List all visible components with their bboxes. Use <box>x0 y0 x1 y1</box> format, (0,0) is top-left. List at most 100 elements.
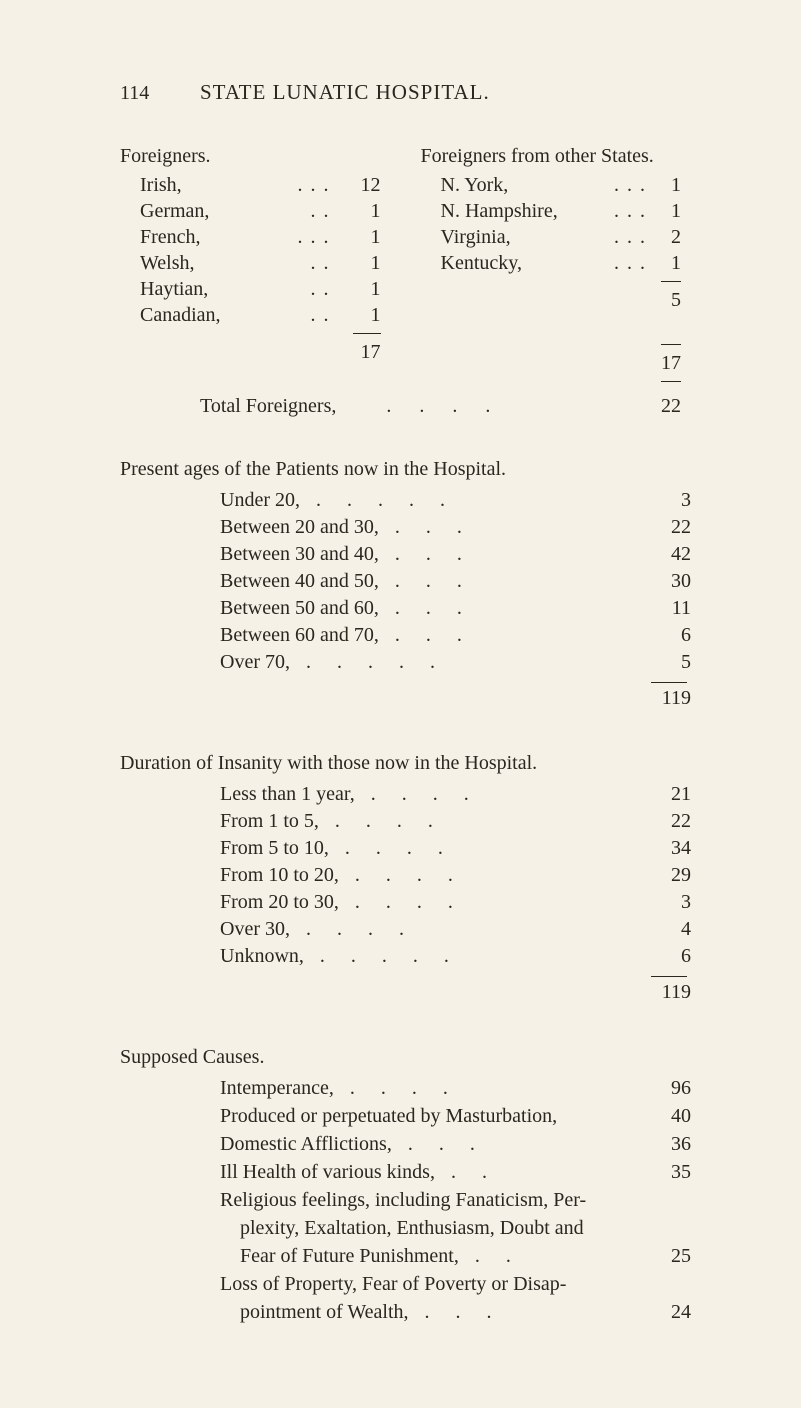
foreigners-item-label: Canadian, <box>140 304 221 327</box>
list-item: Less than 1 year, .... 21 <box>220 783 691 810</box>
page-number: 114 <box>120 82 200 105</box>
foreigners-item-label: N. York, <box>441 174 509 197</box>
cause-row-label: Intemperance, <box>220 1077 334 1100</box>
list-item: From 5 to 10, .... 34 <box>220 837 691 864</box>
age-row-label: Between 30 and 40, <box>220 543 379 566</box>
list-item: Between 40 and 50, ... 30 <box>220 570 691 597</box>
cause-religious-line2: plexity, Exaltation, Enthusiasm, Doubt a… <box>220 1217 691 1245</box>
cause-row-label: Religious feelings, including Fanaticism… <box>220 1189 586 1212</box>
foreigners-right-heading: Foreigners from other States. <box>421 145 682 168</box>
duration-row-value: 34 <box>641 837 691 860</box>
rule-icon <box>353 333 381 334</box>
duration-row-label: Unknown, <box>220 945 304 968</box>
foreigners-right-sum: 5 <box>657 289 681 315</box>
cause-row-label: Produced or perpetuated by Masturbation, <box>220 1105 557 1128</box>
present-ages-list: Under 20, ..... 3 Between 20 and 30, ...… <box>120 489 691 714</box>
leader-dots: .... <box>355 783 641 806</box>
list-item: Between 20 and 30, ... 22 <box>220 516 691 543</box>
age-row-value: 22 <box>641 516 691 539</box>
foreigners-item-indent <box>120 226 140 249</box>
foreigners-row: N. Hampshire, ... 1 <box>421 200 682 226</box>
foreigners-row: Canadian, .. 1 <box>120 304 381 330</box>
leader-dots: .... <box>329 837 641 860</box>
duration-row-label: From 5 to 10, <box>220 837 329 860</box>
age-row-label: Under 20, <box>220 489 300 512</box>
foreigners-left-subtotal-row: 17 <box>120 341 381 367</box>
foreigners-item-indent <box>120 304 140 327</box>
cause-row-value: 36 <box>641 1133 691 1156</box>
list-item: From 1 to 5, .... 22 <box>220 810 691 837</box>
causes-block: Supposed Causes. Intemperance, .... 96 P… <box>120 1046 691 1329</box>
cause-row-value: 40 <box>641 1105 691 1128</box>
cause-loss-line1: Loss of Property, Fear of Poverty or Dis… <box>220 1273 691 1301</box>
leader-dots: .... <box>336 395 641 418</box>
page-header: 114 STATE LUNATIC HOSPITAL. <box>120 80 691 105</box>
foreigners-block: Foreigners. Irish, ... 12 German, .. 1 F… <box>120 145 691 385</box>
foreigners-item-label: Irish, <box>140 174 182 197</box>
duration-block: Duration of Insanity with those now in t… <box>120 752 691 1008</box>
total-foreigners-row: Total Foreigners, .... 22 <box>120 395 691 418</box>
cause-row-label: Ill Health of various kinds, <box>220 1161 435 1184</box>
leader-dots: .... <box>334 1077 641 1100</box>
age-row-label: Between 60 and 70, <box>220 624 379 647</box>
leader-dots: .. <box>307 200 341 223</box>
cause-row-label: Domestic Afflictions, <box>220 1133 392 1156</box>
duration-row-label: From 10 to 20, <box>220 864 339 887</box>
leader-dots: ..... <box>290 651 641 674</box>
list-item: Produced or perpetuated by Masturbation,… <box>220 1105 691 1133</box>
foreigners-item-label: German, <box>140 200 209 223</box>
leader-dots: ... <box>392 1133 641 1156</box>
cause-row-value: 24 <box>641 1301 691 1324</box>
leader-dots: .... <box>319 810 641 833</box>
leader-dots: .. <box>307 252 341 275</box>
foreigners-item-indent <box>421 200 441 223</box>
foreigners-item-label: French, <box>140 226 201 249</box>
present-ages-title: Present ages of the Patients now in the … <box>120 458 691 481</box>
foreigners-item-label: N. Hampshire, <box>441 200 558 223</box>
foreigners-right-subtotal-row: 17 <box>421 352 682 378</box>
foreigners-left-subtotal: 17 <box>341 341 381 367</box>
foreigners-row: German, .. 1 <box>120 200 381 226</box>
present-ages-total-row: 119 <box>220 687 691 714</box>
duration-row-value: 3 <box>641 891 691 914</box>
age-row-label: Between 20 and 30, <box>220 516 379 539</box>
foreigners-item-value: 1 <box>341 200 381 223</box>
leader-dots: ... <box>409 1301 641 1324</box>
age-row-value: 5 <box>641 651 691 674</box>
cause-row-label: pointment of Wealth, <box>240 1301 409 1324</box>
leader-dots: ... <box>610 252 657 275</box>
leader-dots: ... <box>610 200 657 223</box>
foreigners-item-value: 1 <box>341 304 381 327</box>
list-item: Over 30, .... 4 <box>220 918 691 945</box>
foreigners-item-value: 1 <box>341 252 381 275</box>
list-item: Between 30 and 40, ... 42 <box>220 543 691 570</box>
foreigners-row: Welsh, .. 1 <box>120 252 381 278</box>
cause-row-value: 35 <box>641 1161 691 1184</box>
total-foreigners-label: Total Foreigners, <box>200 395 336 418</box>
foreigners-item-value: 2 <box>657 226 681 249</box>
present-ages-total: 119 <box>641 687 691 714</box>
leader-dots: .... <box>290 918 641 941</box>
foreigners-row: Irish, ... 12 <box>120 174 381 200</box>
leader-dots: ... <box>610 174 657 197</box>
leader-dots: .. <box>459 1245 641 1268</box>
present-ages-block: Present ages of the Patients now in the … <box>120 458 691 714</box>
age-row-value: 42 <box>641 543 691 566</box>
age-row-label: Between 50 and 60, <box>220 597 379 620</box>
page: 114 STATE LUNATIC HOSPITAL. Foreigners. … <box>0 0 801 1407</box>
foreigners-row: Haytian, .. 1 <box>120 278 381 304</box>
list-item: Under 20, ..... 3 <box>220 489 691 516</box>
rule-icon <box>651 976 687 977</box>
rule-icon <box>651 682 687 683</box>
cause-row-label: plexity, Exaltation, Enthusiasm, Doubt a… <box>240 1217 584 1240</box>
cause-religious-line1: Religious feelings, including Fanaticism… <box>220 1189 691 1217</box>
foreigners-item-indent <box>421 226 441 249</box>
cause-row-value: 96 <box>641 1077 691 1100</box>
duration-row-value: 21 <box>641 783 691 806</box>
leader-dots: ... <box>379 597 641 620</box>
foreigners-item-indent <box>120 174 140 197</box>
foreigners-right-subtotal: 17 <box>657 352 681 378</box>
foreigners-left-col: Foreigners. Irish, ... 12 German, .. 1 F… <box>120 145 381 385</box>
list-item: Domestic Afflictions, ... 36 <box>220 1133 691 1161</box>
foreigners-item-value: 1 <box>657 200 681 223</box>
